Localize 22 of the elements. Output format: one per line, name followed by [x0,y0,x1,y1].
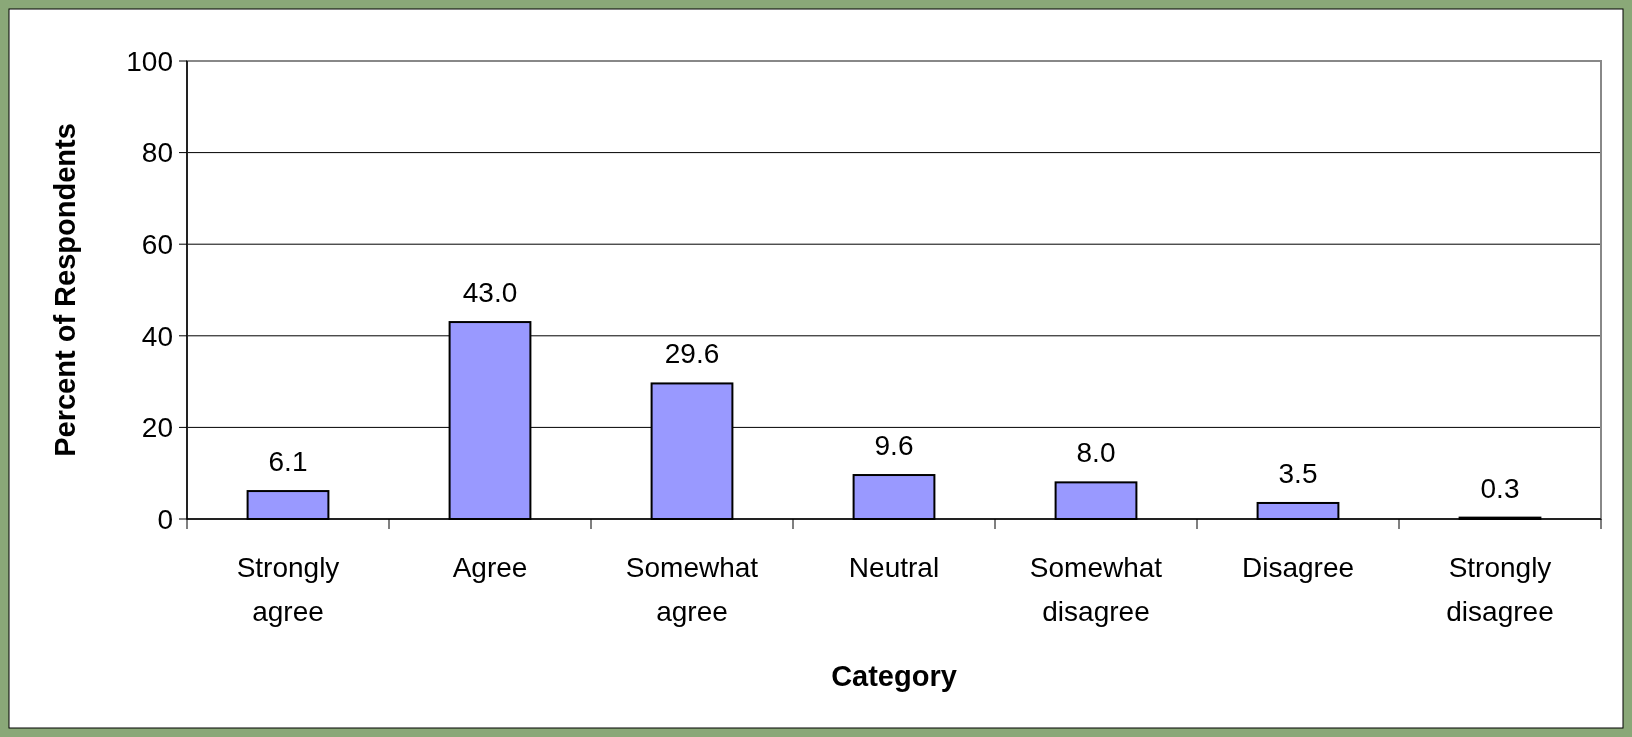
x-axis-title: Category [831,660,957,692]
x-tick-label: Strongly disagree [1446,552,1554,627]
x-tick-label: Somewhat agree [625,552,759,627]
data-label: 8.0 [1076,437,1116,469]
y-axis-title: Percent of Respondents [49,123,81,457]
data-label: 43.0 [462,277,518,309]
data-label: 3.5 [1278,457,1318,489]
y-tick-label: 0 [157,503,173,535]
y-tick-label: 40 [141,320,173,352]
y-tick-label: 80 [141,137,173,169]
data-label: 0.3 [1480,472,1520,504]
x-tick-label: Strongly agree [236,552,340,627]
x-tick-label: Neutral [848,552,940,583]
data-label: 9.6 [874,430,914,462]
y-tick-label: 20 [141,412,173,444]
data-label: 29.6 [664,338,720,370]
y-tick-label: 100 [126,45,173,77]
x-tick-label: Somewhat disagree [1029,552,1163,627]
x-tick-label: Agree [452,552,528,583]
x-tick-label: Disagree [1241,552,1355,583]
data-label: 6.1 [268,446,308,478]
y-tick-label: 60 [141,229,173,260]
